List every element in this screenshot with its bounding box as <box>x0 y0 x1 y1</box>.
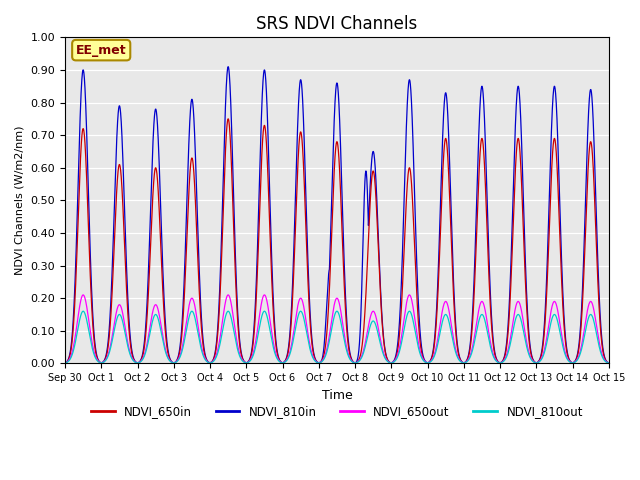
Line: NDVI_650out: NDVI_650out <box>65 295 609 363</box>
NDVI_810in <box>552 100 560 106</box>
NDVI_810out <box>126 352 134 358</box>
NDVI_810out <box>61 360 69 366</box>
NDVI_650out <box>402 306 410 312</box>
NDVI_650out <box>605 360 612 366</box>
NDVI_810in <box>577 328 584 334</box>
NDVI_810out <box>552 314 560 320</box>
Line: NDVI_650in: NDVI_650in <box>65 119 609 363</box>
Text: EE_met: EE_met <box>76 44 127 57</box>
NDVI_650in <box>555 204 563 210</box>
NDVI_810in <box>555 168 563 174</box>
NDVI_810out <box>351 360 359 366</box>
NDVI_810out <box>555 324 563 329</box>
NDVI_810out <box>79 308 87 314</box>
NDVI_810in <box>351 360 359 366</box>
NDVI_810in <box>605 360 612 366</box>
NDVI_810out <box>269 345 277 350</box>
NDVI_650out <box>577 348 584 354</box>
NDVI_650out <box>552 301 560 307</box>
NDVI_650out <box>126 350 134 356</box>
NDVI_650in <box>605 360 612 366</box>
NDVI_650in <box>126 338 134 344</box>
NDVI_650out <box>351 360 359 366</box>
NDVI_650in <box>577 335 584 340</box>
NDVI_650in <box>134 360 141 366</box>
NDVI_810out <box>577 351 584 357</box>
Y-axis label: NDVI Channels (W/m2/nm): NDVI Channels (W/m2/nm) <box>15 126 25 275</box>
NDVI_650out <box>79 292 87 298</box>
NDVI_810in <box>126 332 134 338</box>
NDVI_810in <box>61 360 69 366</box>
NDVI_650in <box>61 360 69 366</box>
NDVI_650in <box>402 215 410 221</box>
NDVI_650in <box>552 149 560 155</box>
Line: NDVI_810out: NDVI_810out <box>65 311 609 363</box>
NDVI_650out <box>61 360 69 366</box>
NDVI_810in <box>225 64 232 70</box>
Legend: NDVI_650in, NDVI_810in, NDVI_650out, NDVI_810out: NDVI_650in, NDVI_810in, NDVI_650out, NDV… <box>86 400 588 423</box>
Line: NDVI_810in: NDVI_810in <box>65 67 609 363</box>
Title: SRS NDVI Channels: SRS NDVI Channels <box>256 15 417 33</box>
NDVI_810in <box>402 150 410 156</box>
NDVI_650in <box>225 116 232 122</box>
NDVI_650out <box>269 340 277 346</box>
NDVI_810in <box>269 300 277 305</box>
NDVI_650in <box>269 313 277 319</box>
NDVI_810out <box>402 319 410 324</box>
NDVI_650out <box>555 313 563 319</box>
X-axis label: Time: Time <box>321 389 352 402</box>
NDVI_810out <box>605 360 612 366</box>
